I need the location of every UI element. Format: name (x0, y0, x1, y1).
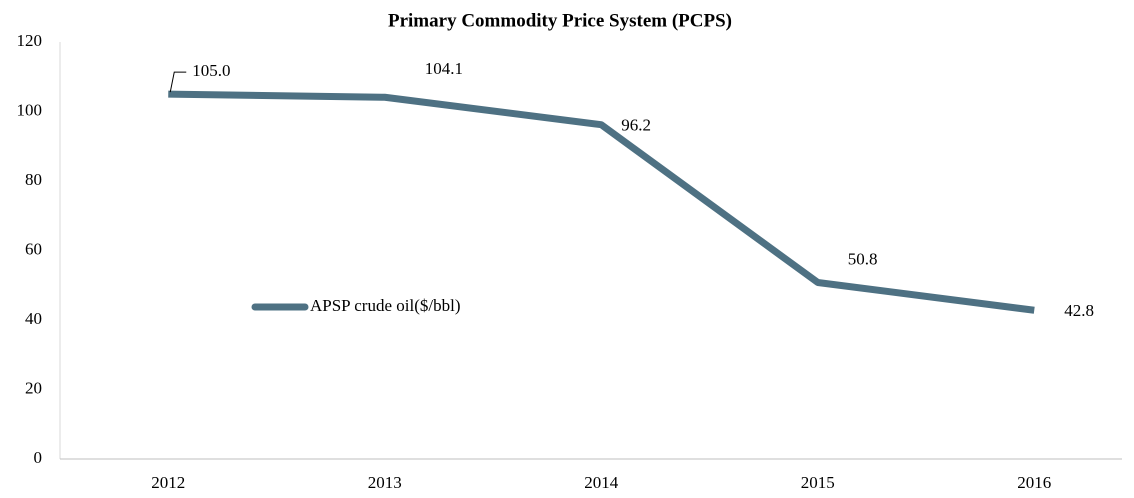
data-label: 105.0 (192, 61, 230, 80)
x-tick-label: 2015 (801, 473, 835, 492)
data-label: 50.8 (848, 249, 878, 268)
x-tick-label: 2016 (1017, 473, 1051, 492)
x-tick-label: 2013 (368, 473, 402, 492)
x-tick-label: 2012 (151, 473, 185, 492)
data-label: 104.1 (425, 59, 463, 78)
y-tick-label: 120 (17, 31, 43, 50)
y-tick-label: 20 (25, 378, 42, 397)
data-label: 42.8 (1064, 301, 1094, 320)
x-tick-label: 2014 (584, 473, 619, 492)
y-tick-label: 0 (34, 448, 43, 467)
data-line (168, 90, 1035, 314)
data-label: 96.2 (621, 116, 651, 135)
leader-line (169, 71, 187, 93)
legend-label: APSP crude oil($/bbl) (310, 296, 460, 315)
y-tick-label: 80 (25, 170, 42, 189)
y-tick-label: 60 (25, 239, 42, 258)
chart-title: Primary Commodity Price System (PCPS) (388, 10, 732, 31)
y-tick-label: 40 (25, 309, 42, 328)
y-tick-label: 100 (17, 100, 43, 119)
